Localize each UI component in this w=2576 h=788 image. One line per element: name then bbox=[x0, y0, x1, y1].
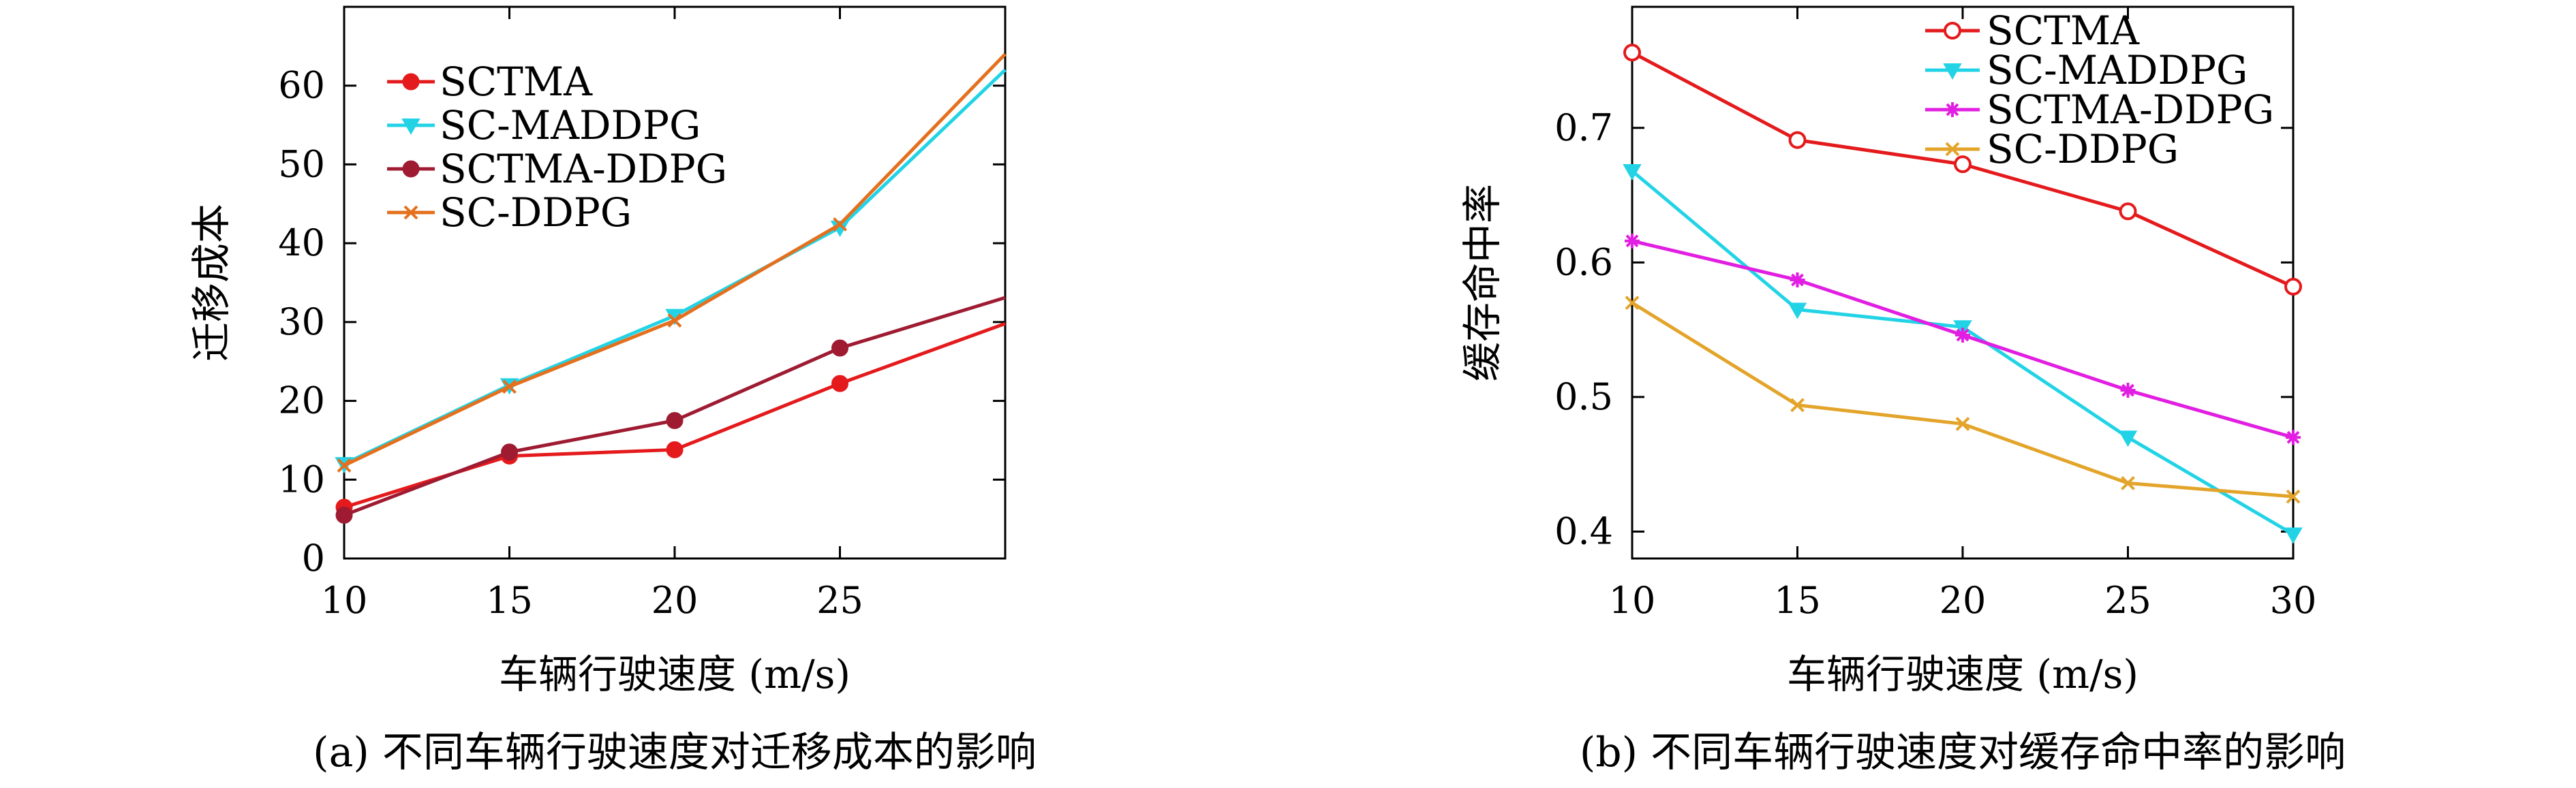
legend-label-sctma-ddpg: SCTMA-DDPG bbox=[440, 146, 727, 192]
legend-marker-sc-ddpg bbox=[1945, 142, 1960, 157]
legend-marker-sctma bbox=[402, 73, 420, 91]
data-point-sctma-ddpg-a bbox=[666, 412, 684, 429]
caption-a: (a) 不同车辆行驶速度对迁移成本的影响 bbox=[313, 729, 1037, 776]
data-point-sc-ddpg-a bbox=[833, 217, 847, 232]
caption-b: (b) 不同车辆行驶速度对缓存命中率的影响 bbox=[1580, 729, 2346, 776]
data-point-sctma-a bbox=[831, 375, 848, 392]
legend-label-sc-maddpg: SC-MADDPG bbox=[440, 102, 701, 148]
data-point-sctma-ddpg-b bbox=[1625, 233, 1640, 249]
y-axis-label-a: 迁移成本 bbox=[188, 204, 234, 362]
data-point-sctma-b bbox=[2119, 202, 2137, 221]
legend-label-sc-maddpg: SC-MADDPG bbox=[1987, 47, 2248, 93]
data-point-sctma-ddpg-b bbox=[1955, 328, 1970, 343]
legend-marker-sctma-ddpg bbox=[402, 160, 420, 178]
data-point-sc-ddpg-a bbox=[502, 379, 517, 394]
data-point-sc-ddpg-b bbox=[1790, 398, 1805, 413]
y-tick-label-b: 0.7 bbox=[1554, 106, 1613, 149]
x-tick-label-b: 15 bbox=[1774, 579, 1821, 622]
series-line-sctma-ddpg-a bbox=[343, 296, 1006, 517]
data-point-sctma-ddpg-a bbox=[831, 339, 848, 357]
data-point-sc-ddpg-b bbox=[2286, 489, 2301, 504]
legend-marker-sctma-ddpg bbox=[1945, 102, 1960, 117]
legend-marker-sc-ddpg bbox=[403, 205, 418, 220]
data-point-sctma-b bbox=[1954, 155, 1972, 174]
x-tick-label-a: 25 bbox=[816, 579, 863, 622]
data-point-sc-maddpg-b bbox=[1623, 164, 1642, 181]
data-point-sctma-ddpg-b bbox=[2120, 383, 2136, 398]
y-tick-label-a: 20 bbox=[278, 379, 325, 422]
y-tick-label-a: 30 bbox=[278, 300, 325, 343]
data-point-sctma-a bbox=[666, 441, 684, 458]
legend-label-sctma: SCTMA bbox=[1987, 7, 2140, 54]
legend-marker-sc-maddpg bbox=[401, 119, 420, 136]
data-point-sctma-b bbox=[2284, 277, 2302, 296]
y-tick-label-a: 10 bbox=[278, 458, 325, 501]
x-axis-label-a: 车辆行驶速度 (m/s) bbox=[499, 651, 850, 697]
y-tick-label-a: 0 bbox=[302, 537, 325, 580]
chart-b: 10 15 20 25 30 0.4 0.5 0.6 0.7 SCTMASC-MADDPGSCTM… bbox=[1459, 5, 2346, 776]
data-point-sctma-ddpg-b bbox=[2286, 430, 2301, 445]
data-point-sc-ddpg-a bbox=[667, 313, 682, 328]
y-tick-label-b: 0.6 bbox=[1554, 240, 1613, 283]
x-tick-label-b: 25 bbox=[2104, 579, 2151, 622]
data-point-sc-ddpg-b bbox=[1625, 296, 1640, 311]
x-tick-label-b: 20 bbox=[1939, 579, 1987, 622]
x-axis-label-b: 车辆行驶速度 (m/s) bbox=[1787, 651, 2138, 697]
legend-marker-sctma bbox=[1944, 22, 1961, 40]
data-point-sctma-ddpg-a bbox=[335, 506, 353, 524]
x-tick-label-a: 20 bbox=[651, 579, 699, 622]
data-point-sc-maddpg-b bbox=[2284, 527, 2303, 544]
data-point-sctma-ddpg-b bbox=[1790, 272, 1805, 288]
x-tick-label-a: 10 bbox=[321, 579, 368, 622]
x-tick-label-b: 10 bbox=[1609, 579, 1656, 622]
data-point-sc-ddpg-b bbox=[2121, 475, 2135, 490]
legend-marker-sc-maddpg bbox=[1943, 63, 1962, 80]
data-point-sctma-ddpg-a bbox=[501, 443, 518, 461]
data-point-sctma-b bbox=[1623, 44, 1641, 62]
x-tick-label-a: 15 bbox=[486, 579, 533, 622]
y-tick-label-b: 0.5 bbox=[1554, 375, 1613, 418]
data-point-sctma-b bbox=[1788, 131, 1807, 149]
series-line-sc-maddpg-b bbox=[1631, 170, 2295, 536]
data-point-sc-maddpg-b bbox=[1788, 302, 1807, 319]
data-point-sc-ddpg-b bbox=[1955, 417, 1970, 431]
legend-label-sc-ddpg: SC-DDPG bbox=[440, 189, 632, 236]
legend-label-sctma-ddpg: SCTMA-DDPG bbox=[1987, 86, 2274, 133]
data-point-sc-ddpg-a bbox=[337, 458, 352, 473]
y-tick-label-a: 60 bbox=[278, 64, 325, 107]
y-tick-label-a: 40 bbox=[278, 221, 325, 264]
x-tick-label-b: 30 bbox=[2270, 579, 2317, 622]
data-point-sc-maddpg-b bbox=[2118, 430, 2138, 447]
legend-label-sctma: SCTMA bbox=[440, 59, 593, 105]
y-tick-label-b: 0.4 bbox=[1554, 509, 1613, 552]
y-tick-label-a: 50 bbox=[278, 142, 325, 185]
legend-label-sc-ddpg: SC-DDPG bbox=[1987, 126, 2179, 172]
y-axis-label-b: 缓存命中率 bbox=[1459, 184, 1505, 381]
